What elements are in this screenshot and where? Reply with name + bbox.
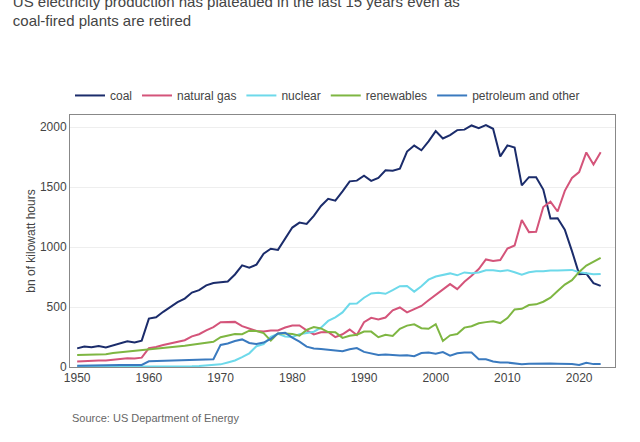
svg-text:bn of kilowatt hours: bn of kilowatt hours xyxy=(24,189,38,292)
svg-text:1990: 1990 xyxy=(351,371,378,385)
svg-text:1970: 1970 xyxy=(207,371,234,385)
svg-text:coal: coal xyxy=(110,89,132,103)
svg-text:2020: 2020 xyxy=(566,371,593,385)
svg-text:1980: 1980 xyxy=(279,371,306,385)
svg-text:renewables: renewables xyxy=(366,89,427,103)
svg-text:2000: 2000 xyxy=(422,371,449,385)
svg-text:1500: 1500 xyxy=(40,180,67,194)
svg-text:1950: 1950 xyxy=(64,371,91,385)
svg-text:1000: 1000 xyxy=(40,240,67,254)
svg-text:500: 500 xyxy=(47,300,67,314)
svg-text:2010: 2010 xyxy=(494,371,521,385)
svg-text:0: 0 xyxy=(60,360,67,374)
svg-text:2000: 2000 xyxy=(40,120,67,134)
svg-text:petroleum and other: petroleum and other xyxy=(472,89,579,103)
svg-text:natural gas: natural gas xyxy=(177,89,236,103)
svg-text:US electricity production has: US electricity production has plateaued … xyxy=(13,0,460,29)
svg-text:Source: US Department of Energ: Source: US Department of Energy xyxy=(72,412,239,424)
svg-text:1960: 1960 xyxy=(136,371,163,385)
svg-text:nuclear: nuclear xyxy=(281,89,320,103)
